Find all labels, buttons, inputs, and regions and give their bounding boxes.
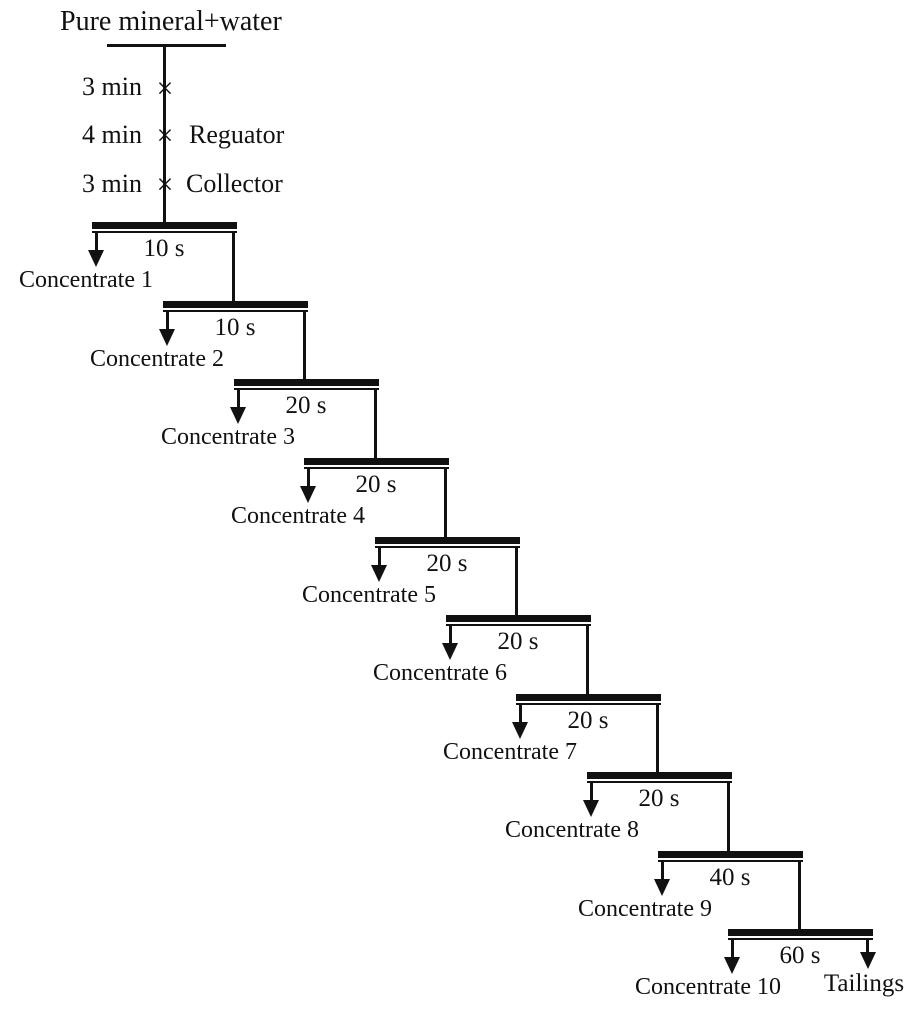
concentrate-label-5: Concentrate 5 [302, 582, 436, 608]
arrow-down-icon [442, 643, 458, 660]
concentrate-label-4: Concentrate 4 [231, 503, 365, 529]
reagent-label-collector: Collector [186, 169, 283, 198]
froth-time-8: 20 s [638, 785, 680, 812]
concentrate-arrow-line [661, 862, 664, 881]
froth-time-2: 10 s [214, 314, 256, 341]
tailings-arrow-line [866, 940, 869, 954]
concentrate-label-9: Concentrate 9 [578, 896, 712, 922]
flotation-cell-2 [163, 301, 308, 312]
arrow-down-icon [371, 565, 387, 582]
tailings-flow-line [727, 783, 730, 851]
reagent-addition-icon: × [156, 72, 174, 105]
concentrate-label-3: Concentrate 3 [161, 424, 295, 450]
concentrate-label-7: Concentrate 7 [443, 739, 577, 765]
tailings-flow-line [303, 312, 306, 379]
flotation-cell-1 [92, 222, 237, 233]
reagent-label-regulator: Reguator [189, 120, 285, 149]
concentrate-arrow-line [95, 233, 98, 252]
concentrate-arrow-line [166, 312, 169, 331]
feed-label: Pure mineral+water [60, 6, 282, 37]
froth-time-5: 20 s [426, 550, 468, 577]
feed-line [107, 44, 226, 47]
concentrate-arrow-line [378, 548, 381, 567]
concentrate-label-2: Concentrate 2 [90, 346, 224, 372]
tailings-flow-line [798, 862, 801, 929]
concentrate-label-1: Concentrate 1 [19, 267, 153, 293]
froth-time-9: 40 s [709, 864, 751, 891]
concentrate-arrow-line [590, 783, 593, 802]
flotation-cell-5 [375, 537, 520, 548]
flotation-cell-7 [516, 694, 661, 705]
tailings-label: Tailings [823, 970, 905, 997]
arrow-down-icon [724, 957, 740, 974]
concentrate-arrow-line [237, 390, 240, 409]
flotation-cell-10 [728, 929, 873, 940]
reagent-addition-icon: × [156, 119, 174, 152]
concentrate-arrow-line [449, 626, 452, 645]
arrow-down-icon [512, 722, 528, 739]
flotation-cell-9 [658, 851, 803, 862]
tailings-flow-line [232, 233, 235, 301]
arrow-down-icon [230, 407, 246, 424]
flotation-cell-8 [587, 772, 732, 783]
froth-time-10: 60 s [779, 942, 821, 969]
concentrate-label-10: Concentrate 10 [635, 974, 781, 1000]
tailings-flow-line [374, 390, 377, 458]
froth-time-1: 10 s [143, 235, 185, 262]
conditioning-line [163, 46, 166, 222]
concentrate-label-8: Concentrate 8 [505, 817, 639, 843]
froth-time-4: 20 s [355, 471, 397, 498]
arrow-down-icon [654, 879, 670, 896]
arrow-down-icon [159, 329, 175, 346]
conditioning-time-3: 3 min [82, 169, 142, 198]
arrow-down-icon [300, 486, 316, 503]
flotation-cell-4 [304, 458, 449, 469]
reagent-addition-icon: × [156, 168, 174, 201]
flotation-cell-3 [234, 379, 379, 390]
tailings-flow-line [444, 469, 447, 537]
concentrate-arrow-line [519, 705, 522, 724]
conditioning-time-1: 3 min [82, 72, 142, 101]
concentrate-label-6: Concentrate 6 [373, 660, 507, 686]
concentrate-arrow-line [307, 469, 310, 488]
arrow-down-icon [583, 800, 599, 817]
froth-time-6: 20 s [497, 628, 539, 655]
arrow-down-icon [860, 952, 876, 969]
tailings-flow-line [656, 705, 659, 772]
conditioning-time-2: 4 min [82, 120, 142, 149]
froth-time-7: 20 s [567, 707, 609, 734]
arrow-down-icon [88, 250, 104, 267]
tailings-flow-line [586, 626, 589, 694]
flotation-cell-6 [446, 615, 591, 626]
concentrate-arrow-line [731, 940, 734, 959]
froth-time-3: 20 s [285, 392, 327, 419]
tailings-flow-line [515, 548, 518, 615]
